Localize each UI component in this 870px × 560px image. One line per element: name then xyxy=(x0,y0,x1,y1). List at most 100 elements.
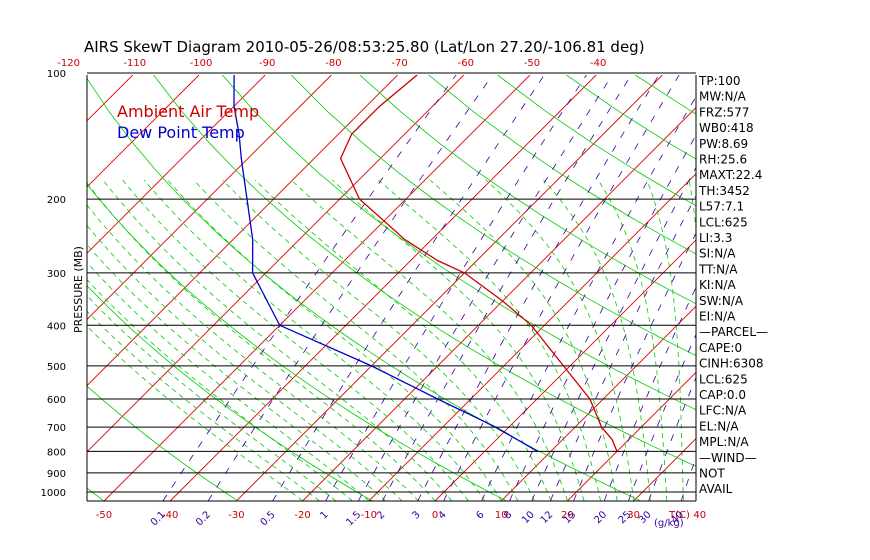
top-temperature-tick-label: -110 xyxy=(123,58,146,69)
series-layer xyxy=(233,75,618,452)
isotherm-line xyxy=(500,305,696,501)
top-temperature-tick-label: -120 xyxy=(57,58,80,69)
pressure-tick-label: 300 xyxy=(47,269,66,280)
stability-index-item: PW:8.69 xyxy=(699,137,748,151)
stability-index-item: LCL:625 xyxy=(699,215,748,229)
mixing-ratio-line xyxy=(509,134,696,501)
mixing-ratio-tick-label: 1 xyxy=(318,509,330,521)
mixing-ratio-line xyxy=(531,166,696,501)
dry-adiabat-line xyxy=(87,77,641,501)
moist-adiabat-line xyxy=(87,261,370,501)
top-temperature-tick-label: -100 xyxy=(190,58,213,69)
legend: Ambient Air Temp Dew Point Temp xyxy=(117,102,259,142)
mixing-ratio-tick-label: 3 xyxy=(410,509,422,521)
stability-index-item: LI:3.3 xyxy=(699,231,732,245)
moist-adiabat-line xyxy=(87,278,353,501)
isotherm-line xyxy=(87,75,266,254)
moist-adiabat-line xyxy=(87,325,303,501)
mixing-ratio-line xyxy=(550,195,696,501)
moist-adiabat-line xyxy=(331,179,585,501)
moist-adiabat-line xyxy=(87,204,419,501)
isotherm-line xyxy=(87,75,332,321)
bottom-temperature-tick-label: -40 xyxy=(162,510,178,521)
stability-index-item: —WIND— xyxy=(699,451,757,465)
pressure-tick-label: 800 xyxy=(47,447,66,458)
bottom-temperature-tick-label: 20 xyxy=(561,510,574,521)
isotherm-line xyxy=(302,106,696,501)
stability-index-item: TH:3452 xyxy=(698,184,750,198)
pressure-tick-label: 200 xyxy=(47,195,66,206)
bottom-temperature-tick-label: -20 xyxy=(294,510,310,521)
isotherm-line xyxy=(0,75,67,501)
isotherm-line xyxy=(236,75,663,501)
stability-index-item: CAP:0.0 xyxy=(699,388,746,402)
mixing-ratio-line xyxy=(443,75,680,501)
moist-adiabat-line xyxy=(143,179,486,501)
stability-index-item: EL:N/A xyxy=(699,419,739,433)
stability-index-item: AVAIL xyxy=(699,482,733,496)
stability-index-item: SW:N/A xyxy=(699,294,744,308)
stability-index-item: NOT xyxy=(699,467,725,481)
mixing-ratio-line xyxy=(603,286,696,501)
top-temperature-tick-label: -50 xyxy=(524,58,540,69)
stability-index-item: RH:25.6 xyxy=(699,153,747,167)
moist-adiabat-line xyxy=(254,179,552,501)
pressure-tick-label: 900 xyxy=(47,469,66,480)
stability-index-item: SI:N/A xyxy=(699,247,736,261)
dry-adiabat-line xyxy=(290,75,696,357)
moist-adiabat-line xyxy=(167,179,502,501)
mixing-ratio-line xyxy=(162,75,457,501)
stability-index-item: FRZ:577 xyxy=(699,105,749,119)
bottom-temperature-tick-label: -30 xyxy=(228,510,244,521)
stability-index-item: CAPE:0 xyxy=(699,341,742,355)
moist-adiabat-line xyxy=(102,179,453,501)
isotherm-line xyxy=(87,75,134,122)
dry-adiabat-line xyxy=(496,75,696,207)
moist-adiabat-line xyxy=(378,179,601,501)
pressure-tick-labels: 1000 900 800 700 600 500 400 300 200 100 xyxy=(41,69,66,499)
moist-adiabat-line xyxy=(485,179,635,501)
isotherm-line xyxy=(87,75,398,387)
dry-adiabat-line xyxy=(359,75,696,305)
mixing-ratio-line xyxy=(481,95,696,501)
dry-adiabat-line xyxy=(428,75,696,255)
legend-ambient-air-temp: Ambient Air Temp xyxy=(117,102,259,121)
stability-index-item: MW:N/A xyxy=(699,90,747,104)
pressure-tick-label: 700 xyxy=(47,423,66,434)
isotherm-line xyxy=(434,239,696,501)
top-temperature-tick-label: -90 xyxy=(259,58,275,69)
dry-adiabat-line xyxy=(769,73,870,501)
pressure-tick-label: 600 xyxy=(47,395,66,406)
moist-adiabat-line xyxy=(222,179,535,501)
mixing-ratio-line xyxy=(648,376,696,501)
stability-index-item: LCL:625 xyxy=(699,372,748,386)
pressure-tick-label: 100 xyxy=(47,69,66,80)
mixing-ratio-line xyxy=(573,232,696,501)
isotherm-line xyxy=(87,75,465,453)
stability-index-item: LFC:N/A xyxy=(699,404,747,418)
isotherm-line xyxy=(633,437,696,501)
top-temperature-tick-label: -40 xyxy=(590,58,606,69)
top-temperature-tick-label: -80 xyxy=(325,58,341,69)
isotherm-line xyxy=(103,75,531,501)
moist-adiabat-line xyxy=(122,179,469,501)
moist-adiabat-line xyxy=(646,179,684,501)
bottom-temperature-tick-label: 10 xyxy=(495,510,508,521)
pressure-tick-label: 1000 xyxy=(41,488,66,499)
dry-adiabat-line xyxy=(87,183,507,501)
stability-index-item: CINH:6308 xyxy=(699,357,764,371)
top-temperature-tick-label: -70 xyxy=(391,58,407,69)
x-axis-unit-label: T(C) xyxy=(668,510,690,521)
series-line-ambient-air-temp xyxy=(339,75,618,452)
isotherm-line xyxy=(567,371,696,501)
mixing-ratio-tick-label: 12 xyxy=(539,509,556,526)
stability-index-item: EI:N/A xyxy=(699,310,736,324)
top-temperature-tick-labels: -120 -110 -100 -90 -80 -70 -60 -50 -40 xyxy=(57,58,606,69)
mixing-ratio-unit-label: (g/kg) xyxy=(654,518,684,529)
isotherm-line xyxy=(368,173,696,501)
stability-index-item: MPL:N/A xyxy=(699,435,749,449)
stability-index-item: WB0:418 xyxy=(699,121,754,135)
mixing-ratio-tick-label: 0.2 xyxy=(194,509,213,528)
dry-adiabat-line xyxy=(87,385,239,501)
